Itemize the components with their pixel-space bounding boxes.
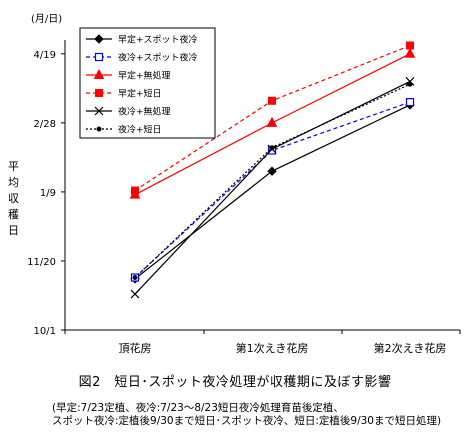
y-ticks: 10/1 11/20 1/9 2/28 4/19 xyxy=(27,50,65,337)
data-point xyxy=(404,47,416,58)
y-tick-label: 11/20 xyxy=(27,257,56,268)
x-ticks: 頂花房 第1次えき花房 第2次えき花房 xyxy=(64,330,461,355)
data-point xyxy=(269,145,275,151)
data-point xyxy=(267,166,277,176)
figure-caption: 図2 短日･スポット夜冷処理が収穫期に及ぼす影響 xyxy=(78,375,392,390)
y-axis-label-char: 穫 xyxy=(8,208,19,221)
x-tick-label: 第2次えき花房 xyxy=(374,341,447,355)
legend-label: 早定+短日 xyxy=(118,88,162,100)
legend-label: 夜冷+スポット夜冷 xyxy=(118,52,198,64)
legend-label: 早定+無処理 xyxy=(118,70,171,82)
data-point xyxy=(407,81,413,87)
note-line-2: スポット夜冷:定植後9/30まで短日･スポット夜冷、短日:定植後9/30まで短日… xyxy=(52,415,442,427)
y-tick-label: 10/1 xyxy=(34,326,56,337)
y-axis-label-char: 収 xyxy=(8,192,19,205)
legend-marker xyxy=(94,34,104,44)
y-unit-label: (月/日) xyxy=(31,13,62,25)
data-point xyxy=(406,41,414,50)
legend-box xyxy=(79,27,216,139)
legend-marker xyxy=(95,89,103,97)
legend-marker xyxy=(94,106,104,116)
y-axis-label-char: 均 xyxy=(8,176,19,189)
figure-note: (早定:7/23定植、夜冷:7/23～8/23短日夜冷処理育苗後定植、 スポット… xyxy=(52,402,462,428)
note-line-1: (早定:7/23定植、夜冷:7/23～8/23短日夜冷処理育苗後定植、 xyxy=(52,402,344,414)
legend-marker xyxy=(93,68,105,79)
y-axis-label-char: 平 xyxy=(8,160,19,173)
data-point xyxy=(131,186,139,195)
legend-label: 夜冷+無処理 xyxy=(118,106,171,118)
y-tick-label: 1/9 xyxy=(40,188,56,199)
legend-marker xyxy=(94,52,104,62)
series-layer xyxy=(129,41,416,299)
legend-marker xyxy=(96,126,102,132)
data-point xyxy=(268,96,276,105)
legend-label: 早定+スポット夜冷 xyxy=(118,34,198,46)
y-tick-label: 4/19 xyxy=(34,50,56,61)
y-axis-label-char: 日 xyxy=(8,224,19,237)
y-tick-label: 2/28 xyxy=(34,119,56,130)
x-tick-label: 頂花房 xyxy=(119,342,152,355)
data-point xyxy=(130,289,140,299)
data-point xyxy=(405,77,415,86)
data-point xyxy=(266,116,278,127)
data-point xyxy=(132,275,138,281)
x-tick-label: 第1次えき花房 xyxy=(236,341,309,355)
data-point xyxy=(405,98,415,107)
legend-label: 夜冷+短日 xyxy=(118,124,162,136)
